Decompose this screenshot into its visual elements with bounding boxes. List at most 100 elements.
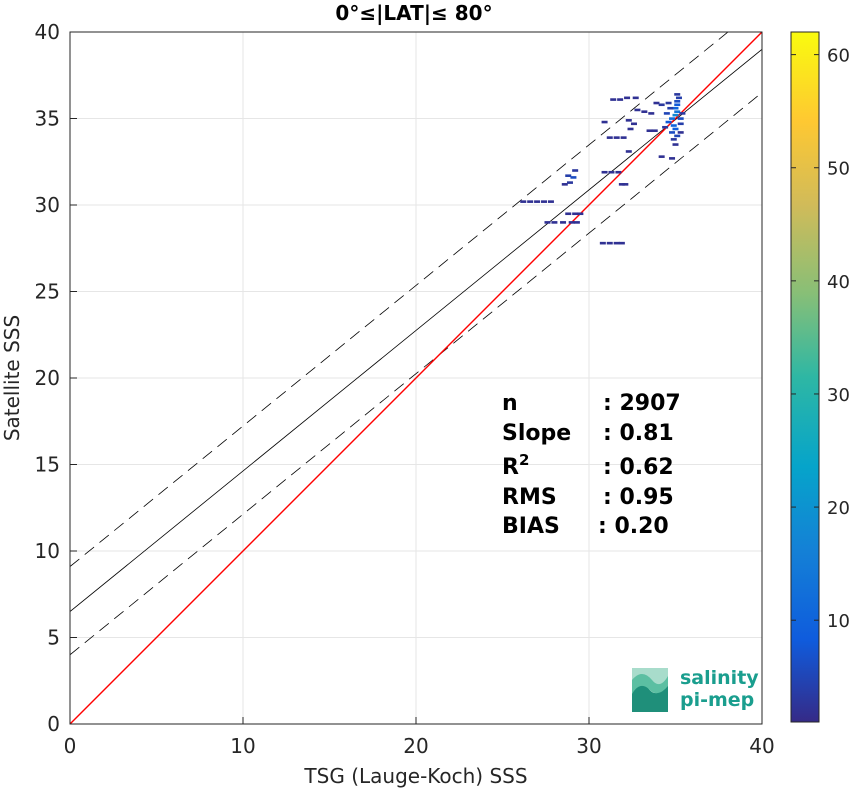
scatter-point bbox=[601, 120, 608, 124]
scatter-point bbox=[565, 212, 572, 216]
scatter-point bbox=[658, 155, 665, 158]
scatter-point bbox=[674, 103, 681, 107]
scatter-point bbox=[677, 122, 684, 126]
logo-wave-icon-mid bbox=[632, 674, 668, 694]
scatter-point bbox=[568, 221, 575, 224]
fit-upper-bound-line bbox=[70, 32, 729, 567]
scatter-point bbox=[674, 93, 681, 96]
scatter-point bbox=[670, 124, 677, 127]
scatter-point bbox=[561, 183, 568, 186]
scatter-point bbox=[570, 176, 577, 179]
colorbar-tick-label: 20 bbox=[827, 498, 850, 519]
stat-value: : 0.20 bbox=[598, 514, 669, 539]
chart-title: 0°≤|LAT|≤ 80° bbox=[335, 1, 492, 25]
scatter-point bbox=[520, 200, 527, 203]
scatter-point bbox=[573, 221, 580, 224]
scatter-point bbox=[630, 122, 637, 126]
scatter-point bbox=[615, 170, 622, 174]
stat-label: BIAS bbox=[502, 514, 560, 539]
stat-label: RMS bbox=[502, 485, 557, 510]
scatter-point bbox=[624, 96, 631, 100]
scatter-point bbox=[565, 174, 572, 177]
scatter-point bbox=[608, 170, 615, 174]
scatter-point bbox=[665, 101, 672, 105]
scatter-point bbox=[572, 169, 579, 172]
y-tick-label: 0 bbox=[47, 712, 60, 736]
x-tick-label: 10 bbox=[230, 734, 255, 758]
scatter-point bbox=[674, 134, 681, 138]
logo-wave-icon-front bbox=[632, 682, 668, 712]
scatter-point bbox=[625, 119, 632, 122]
y-ticks: 0 5 10 15 20 25 30 35 40 bbox=[35, 20, 77, 736]
scatter-point bbox=[677, 117, 684, 120]
scatter-point bbox=[665, 120, 672, 124]
stat-value: : 0.81 bbox=[603, 421, 674, 446]
scatter-point bbox=[622, 183, 629, 186]
scatter-point bbox=[641, 110, 648, 113]
colorbar bbox=[790, 31, 820, 723]
scatter-point bbox=[669, 131, 676, 134]
one-to-one-line bbox=[70, 32, 762, 724]
scatter-point bbox=[677, 131, 684, 134]
stat-value: : 0.62 bbox=[603, 455, 674, 480]
regression-line bbox=[70, 48, 762, 612]
scatter-point bbox=[663, 112, 670, 115]
scatter-point bbox=[544, 221, 551, 224]
stat-value: : 0.95 bbox=[603, 485, 674, 510]
colorbar-tick-label: 50 bbox=[827, 159, 850, 180]
y-axis-label: Satellite SSS bbox=[0, 315, 24, 441]
fit-lower-bound-line bbox=[70, 92, 762, 656]
y-tick-label: 5 bbox=[47, 626, 60, 650]
x-tick-label: 30 bbox=[576, 734, 601, 758]
colorbar-tick-label: 40 bbox=[827, 272, 850, 293]
scatter-point bbox=[618, 183, 625, 186]
scatter-point bbox=[672, 143, 679, 146]
x-tick-label: 20 bbox=[403, 734, 428, 758]
reference-lines bbox=[70, 32, 762, 724]
scatter-point bbox=[679, 112, 686, 115]
scatter-point bbox=[551, 221, 558, 224]
scatter-point bbox=[670, 138, 677, 141]
scatter-point bbox=[547, 200, 554, 203]
y-tick-label: 10 bbox=[35, 539, 60, 563]
logo-line2: pi-mep bbox=[680, 689, 754, 711]
scatter-point bbox=[646, 129, 653, 133]
y-tick-label: 30 bbox=[35, 193, 60, 217]
scatter-point bbox=[613, 136, 620, 139]
scatter-point bbox=[610, 98, 617, 101]
scatter-point bbox=[541, 200, 548, 203]
scatter-point bbox=[658, 103, 665, 107]
scatter-point bbox=[599, 241, 606, 245]
scatter-point bbox=[534, 200, 541, 203]
scatter-point bbox=[672, 113, 679, 117]
scatter-point bbox=[675, 96, 682, 100]
scatter-point bbox=[674, 100, 681, 103]
stat-label: Slope bbox=[502, 421, 571, 446]
scatter-point bbox=[618, 241, 625, 245]
x-tick-label: 40 bbox=[749, 734, 774, 758]
colorbar-ticks: 10 20 30 40 50 60 bbox=[791, 46, 850, 632]
scatter-point bbox=[627, 127, 634, 131]
scatter-point bbox=[625, 150, 632, 153]
x-tick-label: 0 bbox=[64, 734, 77, 758]
y-tick-label: 35 bbox=[35, 107, 60, 131]
colorbar-tick-label: 10 bbox=[827, 611, 850, 632]
scatter-point bbox=[648, 112, 655, 115]
salinity-pi-mep-logo: salinity pi-mep bbox=[632, 667, 759, 712]
scatter-point bbox=[613, 241, 620, 245]
scatter-point bbox=[572, 212, 579, 216]
x-ticks: 0 10 20 30 40 bbox=[64, 717, 775, 758]
y-tick-label: 20 bbox=[35, 366, 60, 390]
scatter-point bbox=[632, 96, 639, 100]
scatter-point bbox=[560, 221, 567, 224]
scatter-point bbox=[651, 129, 658, 133]
y-tick-label: 25 bbox=[35, 280, 60, 304]
scatter-point bbox=[577, 212, 584, 216]
stat-value: : 2907 bbox=[603, 391, 681, 416]
y-tick-label: 40 bbox=[35, 20, 60, 44]
scatter-point bbox=[662, 125, 669, 129]
scatter-point bbox=[617, 98, 624, 101]
scatter-point bbox=[669, 117, 676, 120]
scatter-point bbox=[634, 108, 641, 112]
